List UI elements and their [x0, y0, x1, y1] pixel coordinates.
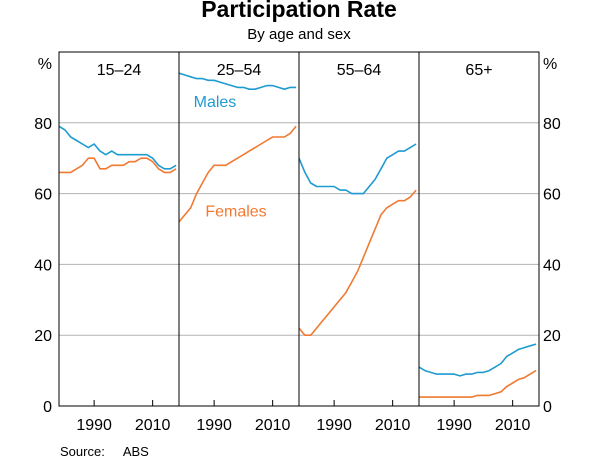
- source-label: Source:: [60, 444, 105, 459]
- series-line-0-females: [59, 157, 177, 174]
- y-tick-label-left-40: 40: [34, 257, 52, 274]
- y-tick-label-left-80: 80: [34, 116, 52, 133]
- y-tick-label-right-40: 40: [543, 257, 561, 274]
- source-note: Source: ABS: [60, 444, 149, 459]
- panel-title-1: 25–54: [217, 62, 262, 79]
- x-tick-label-1-1990: 1990: [196, 417, 232, 434]
- x-tick-label-2-1990: 1990: [316, 417, 352, 434]
- x-tick-label-1-2010: 2010: [255, 417, 291, 434]
- x-tick-label-3-1990: 1990: [436, 417, 472, 434]
- series-line-1-males: [178, 72, 297, 90]
- series-label-males: Males: [194, 94, 237, 111]
- series-line-1-females: [178, 125, 297, 223]
- y-tick-label-left-60: 60: [34, 187, 52, 204]
- y-axis-unit-left: %: [38, 56, 52, 73]
- y-tick-label-left-0: 0: [43, 399, 52, 416]
- y-axis-unit-right: %: [543, 56, 557, 73]
- x-tick-label-3-2010: 2010: [495, 417, 531, 434]
- x-tick-label-0-2010: 2010: [135, 417, 171, 434]
- series-line-3-males: [418, 343, 537, 377]
- series-label-females: Females: [205, 204, 266, 221]
- plot-frame: [58, 51, 540, 407]
- series-line-3-females: [419, 369, 537, 398]
- panel-title-0: 15–24: [97, 62, 142, 79]
- series-line-2-females: [298, 189, 417, 337]
- source-value: ABS: [122, 444, 149, 459]
- x-tick-label-0-1990: 1990: [76, 417, 112, 434]
- chart-subtitle: By age and sex: [247, 26, 351, 43]
- y-tick-label-right-80: 80: [543, 116, 561, 133]
- series-line-2-males: [298, 143, 417, 195]
- y-tick-label-right-0: 0: [543, 399, 552, 416]
- panel-title-2: 55–64: [337, 62, 382, 79]
- y-tick-label-left-20: 20: [34, 328, 52, 345]
- y-tick-label-right-60: 60: [543, 187, 561, 204]
- x-tick-label-2-2010: 2010: [375, 417, 411, 434]
- panel-title-3: 65+: [465, 62, 492, 79]
- series-line-0-males: [58, 125, 177, 170]
- y-tick-label-right-20: 20: [543, 328, 561, 345]
- chart-title: Participation Rate: [201, 0, 397, 22]
